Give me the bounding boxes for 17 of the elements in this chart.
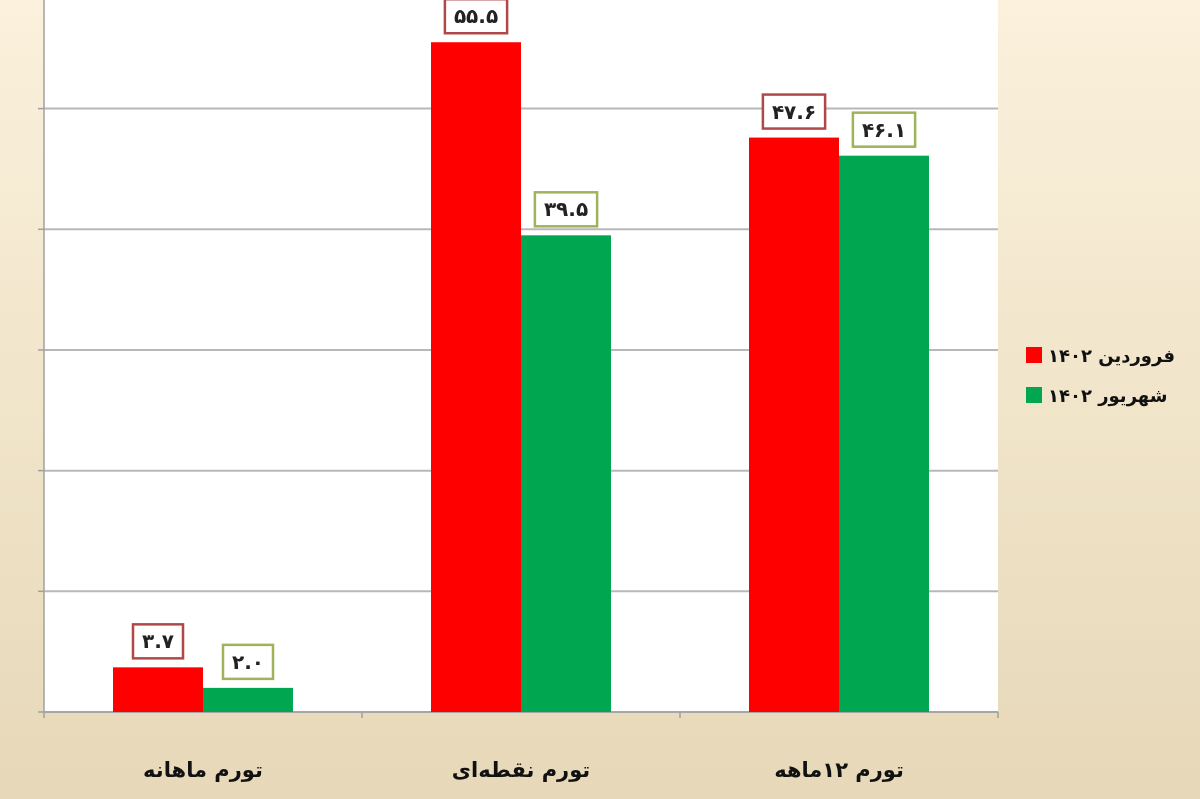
data-label: ۳۹.۵ (543, 197, 589, 222)
data-label: ۴۶.۱ (861, 117, 907, 142)
bar (113, 667, 203, 712)
x-tick-label: تورم ماهانه (143, 758, 263, 782)
bar (749, 137, 839, 712)
bar (431, 42, 521, 712)
x-tick-label: تورم نقطه‌ای (451, 758, 591, 782)
legend-label: شهریور ۱۴۰۲ (1048, 385, 1168, 407)
legend-label: فروردین ۱۴۰۲ (1048, 345, 1175, 367)
data-label: ۵۵.۵ (453, 4, 499, 29)
data-label: ۴۷.۶ (771, 99, 817, 124)
data-label: ۲.۰ (231, 649, 265, 674)
data-label: ۳.۷ (141, 629, 175, 654)
bar (521, 235, 611, 712)
bar (839, 155, 929, 712)
x-tick-label: تورم ۱۲ماهه (774, 758, 904, 782)
bar (203, 687, 293, 712)
